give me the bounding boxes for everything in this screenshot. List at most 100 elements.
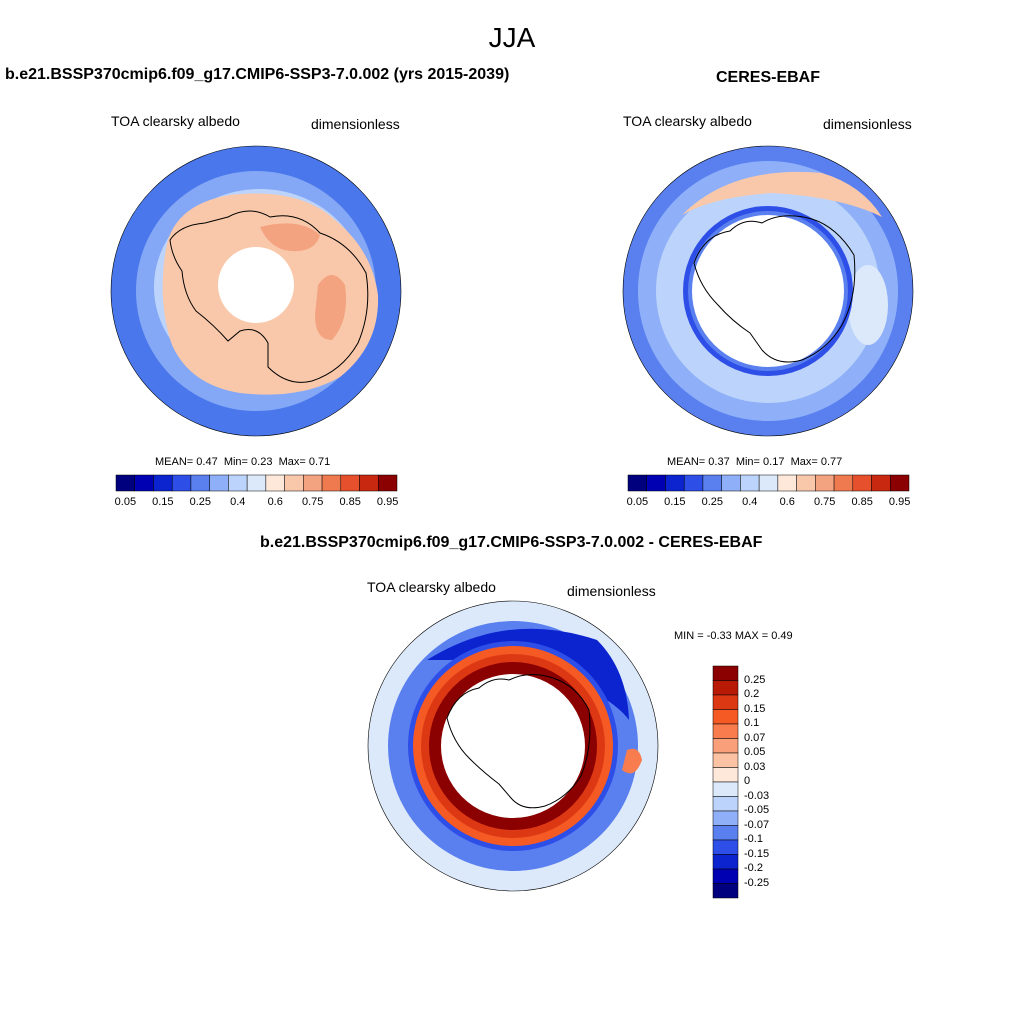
panel3-colorbar-ticks: 0.25 0.2 0.15 0.1 0.07 0.05 0.03 0 -0.03 -0.05 -0.…	[744, 666, 784, 898]
colorbar-swatch	[890, 474, 910, 492]
colorbar-swatch	[171, 474, 192, 492]
colorbar-tick-label: 0.6	[267, 496, 283, 508]
colorbar-swatch	[190, 474, 210, 492]
colorbar-swatch	[712, 825, 739, 841]
colorbar-tick-label: -0.05	[744, 804, 770, 816]
colorbar-swatch	[665, 474, 685, 492]
colorbar-swatch	[321, 474, 342, 492]
colorbar-tick-label: 0.6	[779, 496, 795, 508]
colorbar-tick-label: 0.75	[813, 496, 836, 508]
colorbar-tick-label: -0.07	[744, 818, 770, 831]
colorbar-swatch	[712, 723, 739, 739]
colorbar-swatch	[646, 474, 666, 492]
colorbar-swatch	[871, 474, 891, 492]
colorbar-swatch	[712, 738, 739, 754]
colorbar-swatch	[712, 868, 739, 884]
panel2-units-label: dimensionless	[823, 116, 912, 132]
colorbar-tick-label: 0.15	[152, 496, 174, 508]
colorbar-swatch	[378, 474, 398, 492]
colorbar-swatch	[712, 854, 739, 870]
panel2-colorbar	[627, 474, 910, 492]
colorbar-swatch	[712, 694, 739, 710]
colorbar-swatch	[712, 752, 739, 768]
colorbar-swatch	[740, 474, 760, 492]
panel2-albedo-band	[682, 171, 882, 217]
colorbar-swatch	[683, 474, 704, 492]
colorbar-tick-label: 0.95	[888, 496, 911, 508]
panel2-map	[622, 145, 914, 437]
colorbar-swatch	[712, 767, 739, 783]
colorbar-tick-label: 0.25	[744, 673, 766, 686]
colorbar-tick-label: 0.1	[744, 717, 760, 729]
panel1-units-label: dimensionless	[311, 116, 400, 132]
colorbar-tick-label: 0.95	[376, 496, 399, 508]
colorbar-swatch	[815, 474, 835, 492]
panel3-no-data-hole	[441, 674, 585, 818]
colorbar-swatch	[833, 474, 854, 492]
colorbar-tick-label: -0.1	[744, 833, 763, 845]
panel1-albedo-high-2	[315, 275, 347, 340]
panel2-title: CERES-EBAF	[716, 69, 821, 86]
colorbar-tick-label: 0.05	[114, 496, 137, 508]
panel2-colorbar-ticks: 0.05 0.15 0.25 0.4 0.6 0.75 0.85 0.95	[626, 496, 911, 510]
colorbar-swatch	[712, 796, 739, 812]
colorbar-tick-label: 0.25	[189, 496, 211, 508]
colorbar-tick-label: -0.03	[744, 789, 770, 802]
colorbar-tick-label: 0.85	[851, 496, 873, 508]
panel2-no-data-hole	[692, 215, 844, 367]
colorbar-swatch	[265, 474, 285, 492]
colorbar-swatch	[627, 474, 647, 492]
panel1-colorbar-ticks: 0.05 0.15 0.25 0.4 0.6 0.75 0.85 0.95	[114, 496, 399, 510]
panel1-variable-label: TOA clearsky albedo	[111, 113, 240, 129]
colorbar-tick-label: 0.05	[744, 746, 766, 758]
panel3-map	[367, 600, 659, 892]
colorbar-swatch	[712, 839, 739, 855]
colorbar-swatch	[712, 883, 739, 899]
colorbar-tick-label: 0	[744, 775, 751, 787]
colorbar-tick-label: 0.4	[742, 496, 758, 508]
colorbar-tick-label: 0.4	[230, 496, 246, 508]
panel1-albedo-high-1	[260, 223, 320, 252]
colorbar-tick-label: 0.05	[626, 496, 649, 508]
colorbar-swatch	[758, 474, 779, 492]
panel3-stats: MIN = -0.33 MAX = 0.49	[674, 630, 793, 642]
panel3-units-label: dimensionless	[567, 583, 656, 599]
colorbar-tick-label: 0.15	[664, 496, 686, 508]
panel1-stats: MEAN= 0.47 Min= 0.23 Max= 0.71	[155, 456, 331, 468]
colorbar-swatch	[340, 474, 360, 492]
colorbar-swatch	[702, 474, 722, 492]
colorbar-swatch	[153, 474, 173, 492]
colorbar-tick-label: 0.75	[301, 496, 324, 508]
colorbar-tick-label: 0.15	[744, 702, 766, 715]
colorbar-tick-label: 0.85	[339, 496, 361, 508]
colorbar-swatch	[246, 474, 267, 492]
panel3-variable-label: TOA clearsky albedo	[367, 579, 496, 595]
colorbar-tick-label: 0.03	[744, 760, 766, 773]
panel1-title: b.e21.BSSP370cmip6.f09_g17.CMIP6-SSP3-7.…	[5, 66, 510, 83]
colorbar-tick-label: -0.15	[744, 847, 770, 860]
panel3-colorbar	[712, 665, 739, 899]
colorbar-swatch	[796, 474, 816, 492]
colorbar-swatch	[284, 474, 304, 492]
colorbar-swatch	[777, 474, 797, 492]
panel1-coastline	[169, 210, 369, 383]
colorbar-swatch	[721, 474, 741, 492]
colorbar-swatch	[712, 680, 739, 696]
colorbar-tick-label: 0.25	[701, 496, 723, 508]
panel1-no-data-hole	[218, 247, 294, 323]
colorbar-swatch	[359, 474, 379, 492]
colorbar-swatch	[115, 474, 135, 492]
colorbar-swatch	[228, 474, 248, 492]
colorbar-swatch	[712, 709, 739, 725]
panel3-coastline	[446, 674, 591, 809]
panel2-coastline	[693, 215, 856, 363]
colorbar-tick-label: -0.2	[744, 862, 763, 874]
panel2-stats: MEAN= 0.37 Min= 0.17 Max= 0.77	[667, 456, 843, 468]
colorbar-tick-label: -0.25	[744, 876, 770, 889]
colorbar-swatch	[303, 474, 323, 492]
colorbar-swatch	[712, 781, 739, 797]
panel2-variable-label: TOA clearsky albedo	[623, 113, 752, 129]
colorbar-swatch	[134, 474, 154, 492]
colorbar-tick-label: 0.07	[744, 731, 766, 744]
colorbar-swatch	[209, 474, 229, 492]
